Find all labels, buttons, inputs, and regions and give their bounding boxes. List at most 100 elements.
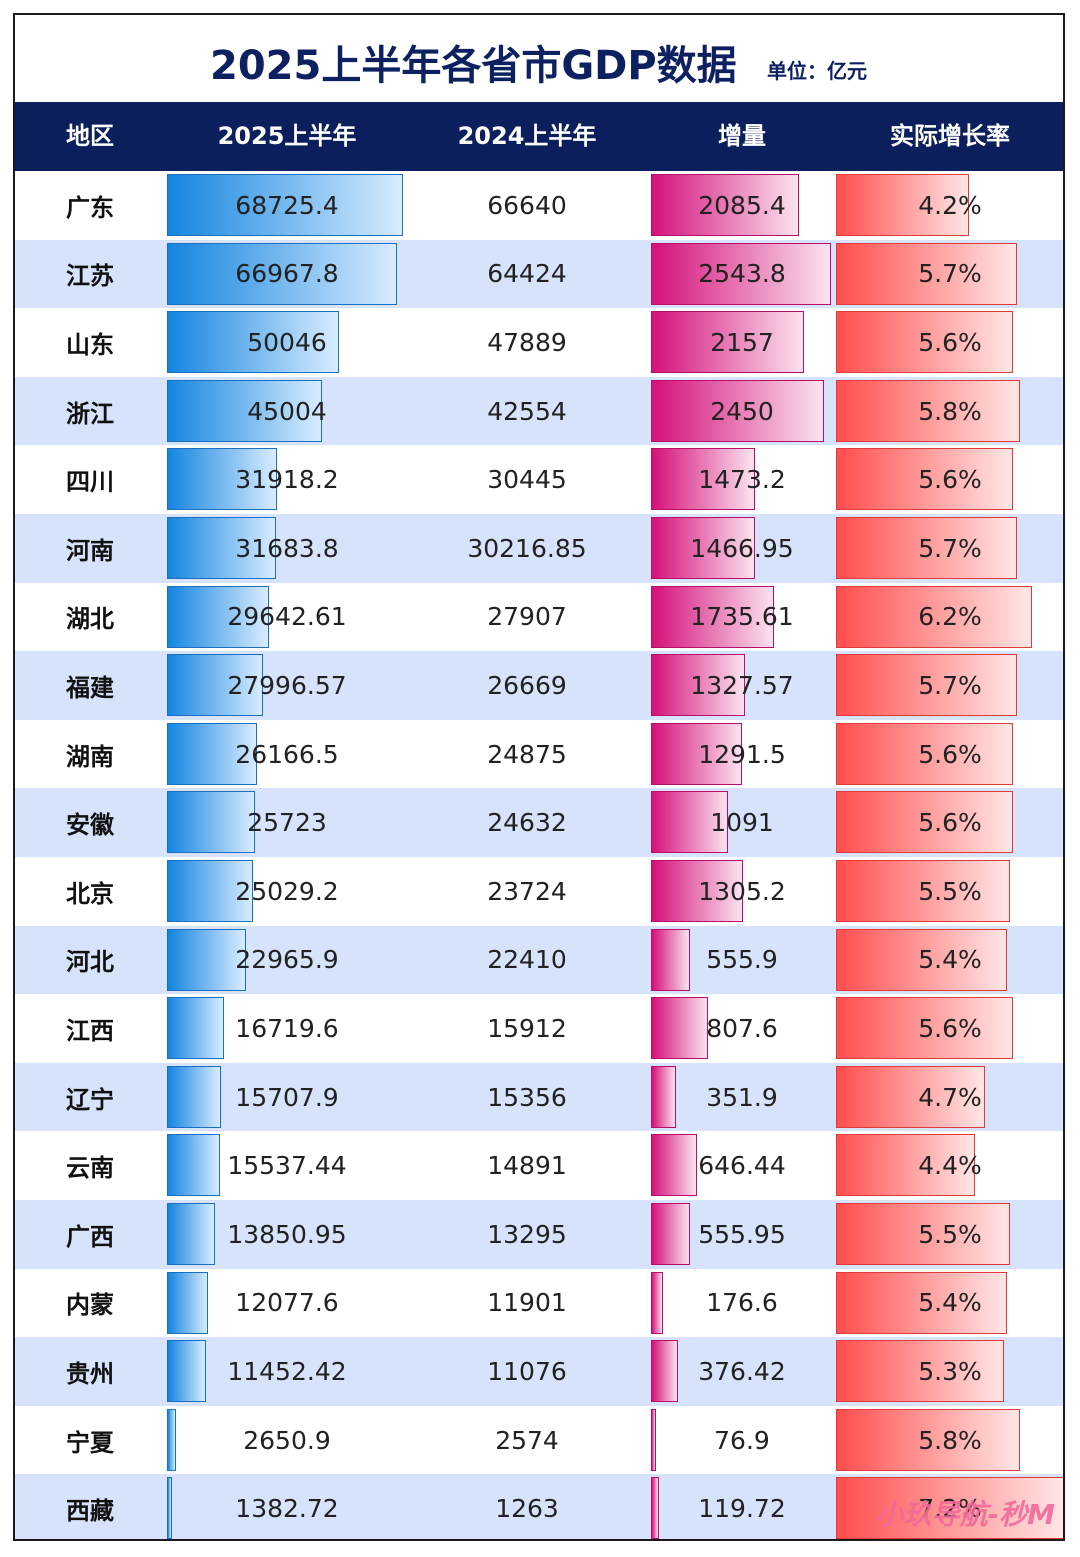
table-row: 江苏 66967.8 64424 2543.8 5.7% bbox=[15, 239, 1063, 309]
increase-cell: 2543.8 bbox=[698, 259, 786, 289]
increase-bar bbox=[651, 1203, 691, 1265]
gdp-2024-cell: 15912 bbox=[487, 1014, 567, 1044]
growth-bar bbox=[836, 1340, 1004, 1403]
gdp-2025-bar bbox=[167, 1203, 215, 1265]
growth-bar bbox=[836, 379, 1020, 442]
gdp-2025-cell: 15537.44 bbox=[227, 1151, 347, 1181]
increase-bar bbox=[651, 1477, 660, 1539]
gdp-table-frame: 2025上半年各省市GDP数据 单位：亿元 地区 2025上半年 2024上半年 增量… bbox=[13, 13, 1065, 1541]
growth-cell: 4.2% bbox=[918, 190, 982, 220]
gdp-2024-cell: 24632 bbox=[487, 808, 567, 838]
growth-cell: 5.6% bbox=[918, 808, 982, 838]
increase-bar bbox=[651, 1271, 664, 1334]
table-row: 云南 15537.44 14891 646.44 4.4% bbox=[15, 1131, 1063, 1200]
increase-bar bbox=[651, 517, 755, 579]
growth-cell: 5.6% bbox=[918, 1014, 982, 1044]
gdp-2025-bar bbox=[167, 1408, 177, 1471]
region-cell: 贵州 bbox=[66, 1360, 114, 1389]
gdp-2025-cell: 25029.2 bbox=[235, 876, 339, 906]
increase-cell: 1473.2 bbox=[698, 465, 786, 495]
gdp-2025-cell: 68725.4 bbox=[235, 190, 339, 220]
increase-cell: 351.9 bbox=[706, 1082, 778, 1112]
gdp-2024-cell: 23724 bbox=[487, 876, 567, 906]
gdp-2025-bar bbox=[167, 1065, 221, 1128]
header-gdp2025: 2025上半年 bbox=[217, 122, 357, 150]
gdp-2025-cell: 50046 bbox=[247, 328, 327, 358]
increase-cell: 2450 bbox=[710, 396, 774, 426]
growth-bar bbox=[836, 722, 1014, 785]
growth-cell: 5.7% bbox=[918, 259, 982, 289]
gdp-2024-cell: 2574 bbox=[495, 1425, 559, 1455]
region-cell: 浙江 bbox=[66, 399, 114, 428]
gdp-2024-cell: 66640 bbox=[487, 190, 567, 220]
growth-cell: 5.7% bbox=[918, 671, 982, 701]
increase-bar bbox=[651, 311, 804, 374]
region-cell: 北京 bbox=[66, 879, 114, 908]
increase-cell: 555.9 bbox=[706, 945, 778, 975]
region-cell: 辽宁 bbox=[66, 1085, 114, 1114]
header-region: 地区 bbox=[66, 122, 114, 150]
gdp-2024-cell: 22410 bbox=[487, 945, 567, 975]
table-row: 福建 27996.57 26669 1327.57 5.7% bbox=[15, 651, 1063, 720]
growth-bar bbox=[836, 1408, 1020, 1471]
table-header: 地区 2025上半年 2024上半年 增量 实际增长率 bbox=[15, 102, 1063, 171]
growth-bar bbox=[836, 1065, 985, 1128]
gdp-2025-bar bbox=[167, 791, 256, 854]
gdp-2025-cell: 26166.5 bbox=[235, 739, 339, 769]
growth-bar bbox=[836, 928, 1007, 991]
page-title: 2025上半年各省市GDP数据 bbox=[210, 43, 737, 89]
increase-cell: 176.6 bbox=[706, 1288, 778, 1318]
increase-bar bbox=[651, 448, 756, 511]
table-row: 内蒙 12077.6 11901 176.6 5.4% bbox=[15, 1269, 1063, 1338]
increase-cell: 1305.2 bbox=[698, 876, 786, 906]
gdp-2025-bar bbox=[167, 1477, 172, 1539]
gdp-2025-bar bbox=[167, 174, 403, 236]
region-cell: 西藏 bbox=[66, 1497, 114, 1526]
table-row: 湖南 26166.5 24875 1291.5 5.6% bbox=[15, 720, 1063, 789]
region-cell: 云南 bbox=[66, 1154, 114, 1183]
region-cell: 河北 bbox=[66, 948, 114, 977]
growth-cell: 5.4% bbox=[918, 1288, 982, 1318]
gdp-2025-cell: 66967.8 bbox=[235, 259, 339, 289]
increase-bar bbox=[651, 1134, 697, 1197]
growth-cell: 5.5% bbox=[918, 1219, 982, 1249]
increase-bar bbox=[651, 860, 744, 922]
gdp-2025-cell: 25723 bbox=[247, 808, 327, 838]
gdp-2025-cell: 13850.95 bbox=[227, 1219, 347, 1249]
growth-cell: 5.3% bbox=[918, 1357, 982, 1387]
gdp-2024-cell: 26669 bbox=[487, 671, 567, 701]
growth-cell: 6.2% bbox=[918, 602, 982, 632]
region-cell: 湖北 bbox=[66, 605, 114, 634]
increase-bar bbox=[651, 791, 729, 854]
table-row: 广东 68725.4 66640 2085.4 4.2% bbox=[15, 171, 1063, 240]
growth-cell: 5.4% bbox=[918, 945, 982, 975]
growth-bar bbox=[836, 448, 1014, 511]
increase-cell: 1291.5 bbox=[698, 739, 786, 769]
increase-cell: 2157 bbox=[710, 328, 774, 358]
increase-cell: 376.42 bbox=[698, 1357, 786, 1387]
increase-bar bbox=[651, 1408, 657, 1471]
gdp-2024-cell: 30445 bbox=[487, 465, 567, 495]
growth-bar bbox=[836, 997, 1014, 1060]
gdp-2025-cell: 1382.72 bbox=[235, 1494, 339, 1524]
gdp-2025-bar bbox=[167, 860, 253, 922]
gdp-2025-cell: 31683.8 bbox=[235, 533, 339, 563]
gdp-2024-cell: 15356 bbox=[487, 1082, 567, 1112]
gdp-2024-cell: 42554 bbox=[487, 396, 567, 426]
region-cell: 内蒙 bbox=[66, 1291, 114, 1320]
table-row: 安徽 25723 24632 1091 5.6% bbox=[15, 788, 1063, 858]
gdp-2024-cell: 27907 bbox=[487, 602, 567, 632]
increase-cell: 646.44 bbox=[698, 1151, 786, 1181]
unit-label: 单位：亿元 bbox=[767, 59, 867, 83]
growth-cell: 4.4% bbox=[918, 1151, 982, 1181]
region-cell: 河南 bbox=[66, 536, 114, 565]
increase-cell: 555.95 bbox=[698, 1219, 786, 1249]
gdp-2025-cell: 45004 bbox=[247, 396, 327, 426]
growth-bar bbox=[836, 1477, 1063, 1539]
table-row: 山东 50046 47889 2157 5.6% bbox=[15, 308, 1063, 377]
table-row: 辽宁 15707.9 15356 351.9 4.7% bbox=[15, 1062, 1063, 1132]
region-cell: 安徽 bbox=[66, 811, 114, 840]
increase-cell: 1327.57 bbox=[690, 671, 794, 701]
gdp-2025-bar bbox=[167, 311, 339, 374]
gdp-2025-bar bbox=[167, 1271, 209, 1334]
